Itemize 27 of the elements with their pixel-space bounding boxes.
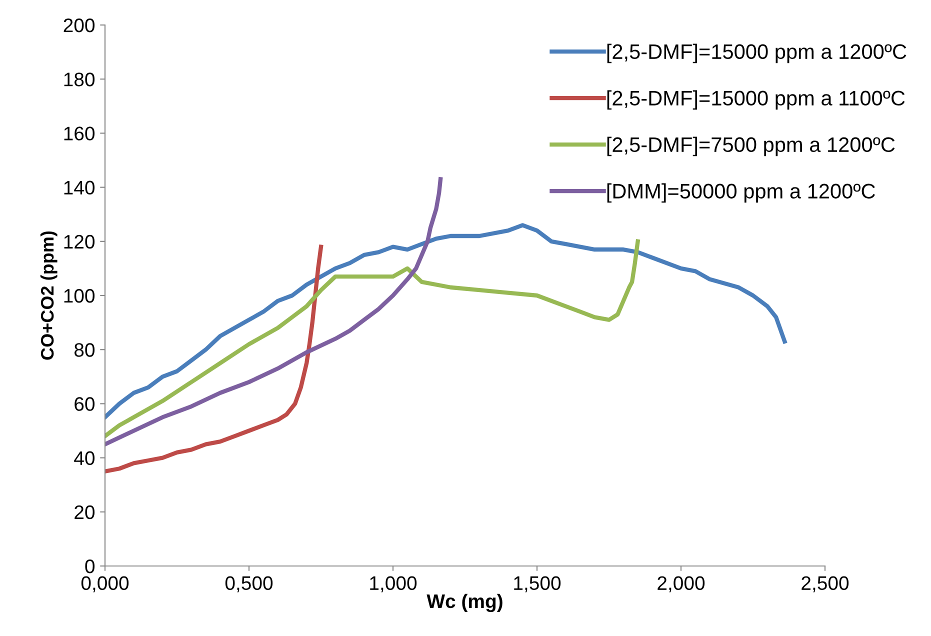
x-tick-label: 2,500 — [802, 576, 849, 592]
line-series — [105, 244, 324, 474]
x-tick-label: 1,000 — [370, 576, 417, 592]
y-tick-label: 120 — [64, 234, 95, 249]
legend-label: [DMM]=50000 ppm a 1200ºC — [607, 183, 876, 203]
y-tick-label: 60 — [74, 397, 95, 411]
y-tick-label: 100 — [64, 288, 95, 303]
line-series — [105, 239, 640, 438]
y-tick-label: 40 — [74, 451, 95, 466]
y-tick-label: 160 — [64, 126, 95, 140]
legend-label: [2,5-DMF]=15000 ppm a 1100ºC — [607, 90, 905, 110]
y-axis-title: CO+CO2 (ppm) — [40, 231, 58, 360]
y-tick-label: 140 — [64, 180, 95, 195]
x-tick-label: 0,000 — [81, 576, 129, 592]
line-series — [105, 177, 443, 446]
x-axis-title: Wc (mg) — [426, 594, 502, 612]
y-tick-label: 80 — [74, 343, 95, 357]
legend-label: [2,5-DMF]=7500 ppm a 1200ºC — [607, 136, 895, 156]
x-tick-label: 2,000 — [658, 576, 705, 592]
y-tick-label: 0 — [85, 559, 95, 574]
x-tick-label: 1,500 — [514, 576, 561, 592]
x-tick-label: 0,500 — [225, 576, 273, 592]
y-tick-label: 180 — [64, 72, 95, 86]
y-tick-label: 20 — [74, 505, 95, 520]
y-tick-label: 200 — [64, 18, 95, 32]
line-series — [105, 223, 787, 420]
legend-label: [2,5-DMF]=15000 ppm a 1200ºC — [607, 44, 906, 64]
